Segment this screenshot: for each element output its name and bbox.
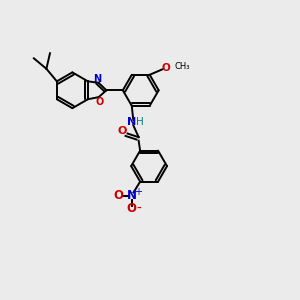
Text: O: O [95,97,103,106]
Text: O: O [161,63,170,73]
Text: O: O [114,190,124,202]
Text: O: O [127,202,137,215]
Text: N: N [93,74,101,84]
Text: -: - [136,202,141,215]
Text: +: + [134,188,142,197]
Text: O: O [118,126,127,136]
Text: N: N [127,190,137,202]
Text: N: N [127,117,136,127]
Text: CH₃: CH₃ [175,62,190,71]
Text: H: H [136,117,144,127]
